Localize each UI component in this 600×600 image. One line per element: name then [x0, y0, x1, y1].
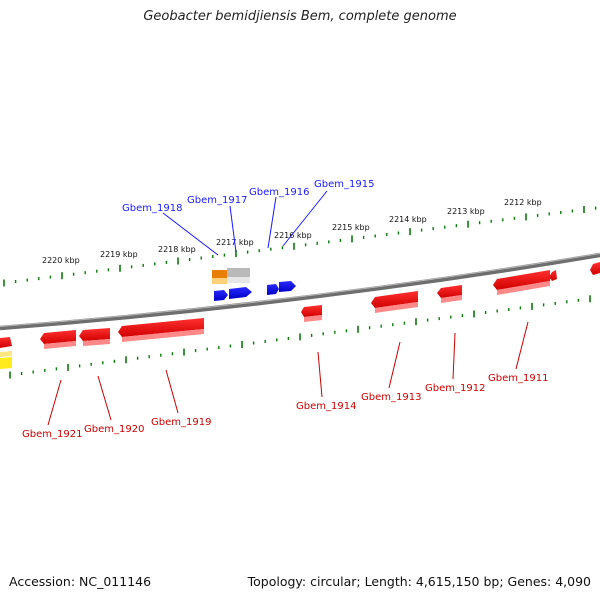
gene-gbem-1921[interactable] — [0, 330, 76, 369]
gene-gbem-1915[interactable] — [267, 281, 296, 295]
scale-label: 2214 kbp — [389, 215, 427, 224]
gene-gbem-1918[interactable] — [212, 270, 227, 284]
accession-text: Accession: NC_011146 — [9, 574, 152, 589]
scale-label: 2220 kbp — [42, 256, 80, 265]
genome-backbone-highlight — [0, 253, 600, 327]
gene-label-gbem-1912[interactable]: Gbem_1912 — [425, 383, 485, 394]
scale-ticks-bottom — [9, 295, 591, 379]
topology-summary: Topology: circular; Length: 4,615,150 bp… — [247, 574, 591, 589]
gene-gbem-1919[interactable] — [118, 318, 204, 342]
gene-gbem-1917[interactable] — [227, 268, 250, 283]
gene-label-gbem-1916[interactable]: Gbem_1916 — [249, 187, 309, 198]
gene-label-gbem-1914[interactable]: Gbem_1914 — [296, 401, 356, 412]
gene-edge-right[interactable] — [590, 262, 600, 275]
gene-label-gbem-1915[interactable]: Gbem_1915 — [314, 179, 374, 190]
gene-label-gbem-1919[interactable]: Gbem_1919 — [151, 417, 211, 428]
scale-label: 2219 kbp — [100, 250, 138, 259]
map-title: Geobacter bemidjiensis Bem, complete gen… — [143, 9, 457, 24]
gene-gbem-1914[interactable] — [301, 305, 322, 322]
gene-label-gbem-1921[interactable]: Gbem_1921 — [22, 429, 82, 440]
reverse-genes — [0, 262, 600, 369]
scale-label: 2212 kbp — [504, 198, 542, 207]
scale-label: 2216 kbp — [274, 231, 312, 240]
forward-genes — [212, 268, 296, 301]
bottom-label-leaders — [47, 321, 529, 426]
gene-label-gbem-1913[interactable]: Gbem_1913 — [361, 392, 421, 403]
genome-backbone — [0, 252, 600, 331]
gene-label-gbem-1917[interactable]: Gbem_1917 — [187, 195, 247, 206]
scale-label: 2215 kbp — [332, 223, 370, 232]
scale-labels: 2220 kbp 2219 kbp 2218 kbp 2217 kbp 2216… — [42, 198, 542, 265]
top-label-leaders — [162, 190, 328, 256]
gene-gbem-1913[interactable] — [371, 291, 418, 313]
scale-label: 2213 kbp — [447, 207, 485, 216]
scale-ticks-top — [3, 206, 597, 287]
gene-gbem-1911[interactable] — [493, 270, 557, 295]
gene-gbem-1920[interactable] — [79, 328, 110, 346]
gene-label-gbem-1918[interactable]: Gbem_1918 — [122, 203, 182, 214]
gene-gbem-1912[interactable] — [437, 285, 462, 303]
scale-label: 2218 kbp — [158, 245, 196, 254]
gene-label-gbem-1920[interactable]: Gbem_1920 — [84, 424, 144, 435]
gene-gbem-1916[interactable] — [214, 287, 252, 301]
gene-label-gbem-1911[interactable]: Gbem_1911 — [488, 373, 548, 384]
